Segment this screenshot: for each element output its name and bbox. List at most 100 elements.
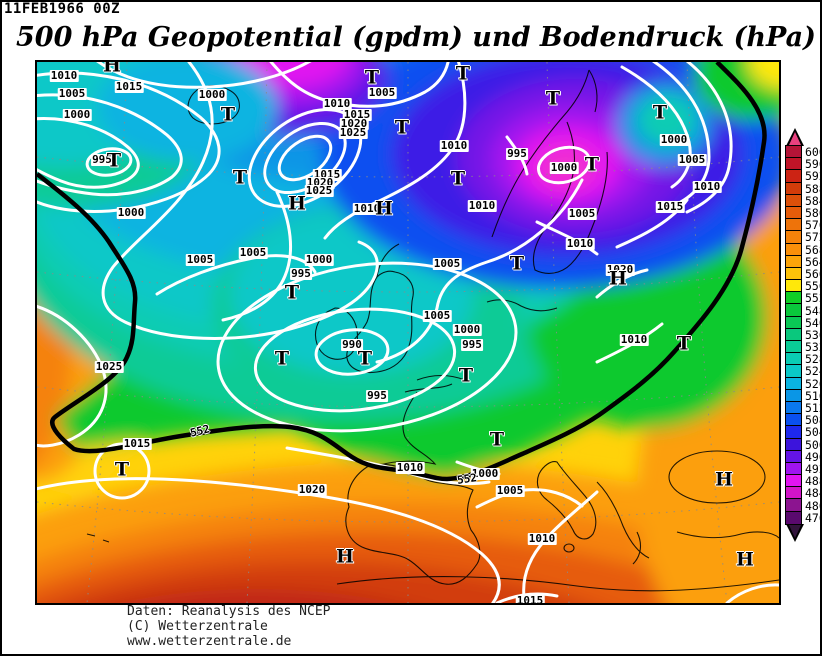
pressure-center-letter: T [489, 428, 505, 451]
legend-value-label: 516 [805, 388, 822, 403]
legend-value-label: 592 [805, 169, 822, 184]
legend-color-band [785, 400, 802, 416]
legend-color-band [785, 474, 802, 489]
isobar-label: 1005 [422, 309, 452, 322]
isobar-label: 1010 [439, 139, 469, 152]
legend-row: 532 [785, 339, 822, 355]
legend-value-label: 512 [805, 401, 822, 416]
pressure-center-letter: T [220, 103, 236, 126]
legend-value-label: 596 [805, 157, 822, 172]
legend-row: 512 [785, 400, 822, 416]
legend-row: 500 [785, 437, 822, 452]
isobar-label: 1010 [352, 202, 382, 215]
page-title: 500 hPa Geopotential (gpdm) und Bodendru… [16, 22, 816, 53]
legend-color-band [785, 449, 802, 464]
legend-row: 584 [785, 193, 822, 208]
isobar-label: 1025 [338, 126, 368, 139]
legend-color-band [785, 254, 802, 269]
isobar-label: 1015 [114, 80, 144, 93]
legend-row: 524 [785, 364, 822, 379]
legend-color-band [785, 388, 802, 403]
legend-value-label: 556 [805, 279, 822, 294]
pressure-center-letter: T [274, 347, 290, 370]
legend-row: 568 [785, 242, 822, 257]
legend-row: 588 [785, 181, 822, 196]
legend-color-band [785, 327, 802, 343]
legend-value-label: 480 [805, 498, 822, 513]
legend-scale: 600 596 592 588 [785, 144, 822, 525]
legend-row: 536 [785, 327, 822, 343]
legend-value-label: 520 [805, 376, 822, 391]
legend-value-label: 540 [805, 315, 822, 330]
pressure-center-letter: T [676, 332, 692, 355]
pressure-center-letter: H [736, 548, 754, 571]
legend-arrow-down-icon [786, 523, 804, 542]
pressure-center-letter: H [715, 468, 733, 491]
isobar-label: 1020 [605, 263, 635, 276]
pressure-center-letter: T [455, 62, 471, 85]
pressure-center-letter: H [609, 267, 627, 290]
legend-row: 548 [785, 303, 822, 318]
legend-value-label: 488 [805, 474, 822, 489]
legend-color-band [785, 279, 802, 294]
pressure-center-letter: T [284, 281, 300, 304]
pressure-center-letter: T [545, 87, 561, 110]
legend-color-band [785, 157, 802, 172]
legend-value-label: 552 [805, 291, 822, 306]
legend-color-band [785, 352, 802, 367]
legend-value-label: 496 [805, 449, 822, 464]
legend-row: 564 [785, 254, 822, 269]
legend-row: 592 [785, 169, 822, 184]
isobar-label: 1000 [470, 467, 500, 480]
isobar-label: 1005 [567, 207, 597, 220]
isobar-label: 1010 [395, 461, 425, 474]
legend-row: 508 [785, 413, 822, 428]
isobar-label: 1000 [116, 206, 146, 219]
legend-row: 552 [785, 291, 822, 306]
legend-row: 484 [785, 486, 822, 501]
legend-value-label: 504 [805, 425, 822, 440]
isobar-label: 995 [290, 267, 312, 280]
legend-row: 480 [785, 498, 822, 513]
isobar-label: 1010 [619, 333, 649, 346]
legend-value-label: 524 [805, 364, 822, 379]
legend-row: 580 [785, 205, 822, 221]
isobar-label: 995 [506, 147, 528, 160]
pressure-center-letter: T [364, 66, 380, 89]
legend-row: 516 [785, 388, 822, 403]
legend-color-band [785, 291, 802, 306]
legend-color-band [785, 461, 802, 477]
legend-row: 520 [785, 376, 822, 391]
thick-552-contour [37, 62, 767, 482]
isobar-label: 1015 [515, 594, 545, 605]
isobar-label: 1005 [495, 484, 525, 497]
legend-row: 504 [785, 425, 822, 440]
legend-value-label: 476 [805, 510, 822, 525]
isobar-label: 1010 [467, 199, 497, 212]
pressure-center-letter: H [103, 60, 121, 77]
legend-value-label: 508 [805, 413, 822, 428]
legend-row: 600 [785, 144, 822, 160]
pressure-center-letter: T [232, 166, 248, 189]
pressure-center-letter: T [458, 364, 474, 387]
legend-value-label: 500 [805, 437, 822, 452]
isobar-label: 1005 [677, 153, 707, 166]
legend-value-label: 532 [805, 340, 822, 355]
legend-row: 528 [785, 352, 822, 367]
legend-color-band [785, 266, 802, 282]
isobar-label: 995 [461, 338, 483, 351]
credits-url: www.wetterzentrale.de [127, 634, 292, 649]
legend-arrow-up-fill [789, 132, 801, 145]
legend-color-band [785, 242, 802, 257]
graticule [37, 62, 779, 603]
isobar-label: 1010 [527, 532, 557, 545]
legend-arrow-up-icon [786, 128, 804, 146]
isobar-label: 1025 [94, 360, 124, 373]
pressure-center-letter: T [584, 153, 600, 176]
pressure-center-letter: H [375, 197, 393, 220]
pressure-center-letter: H [336, 545, 354, 568]
legend-value-label: 572 [805, 230, 822, 245]
legend-row: 560 [785, 266, 822, 282]
legend-color-band [785, 486, 802, 501]
